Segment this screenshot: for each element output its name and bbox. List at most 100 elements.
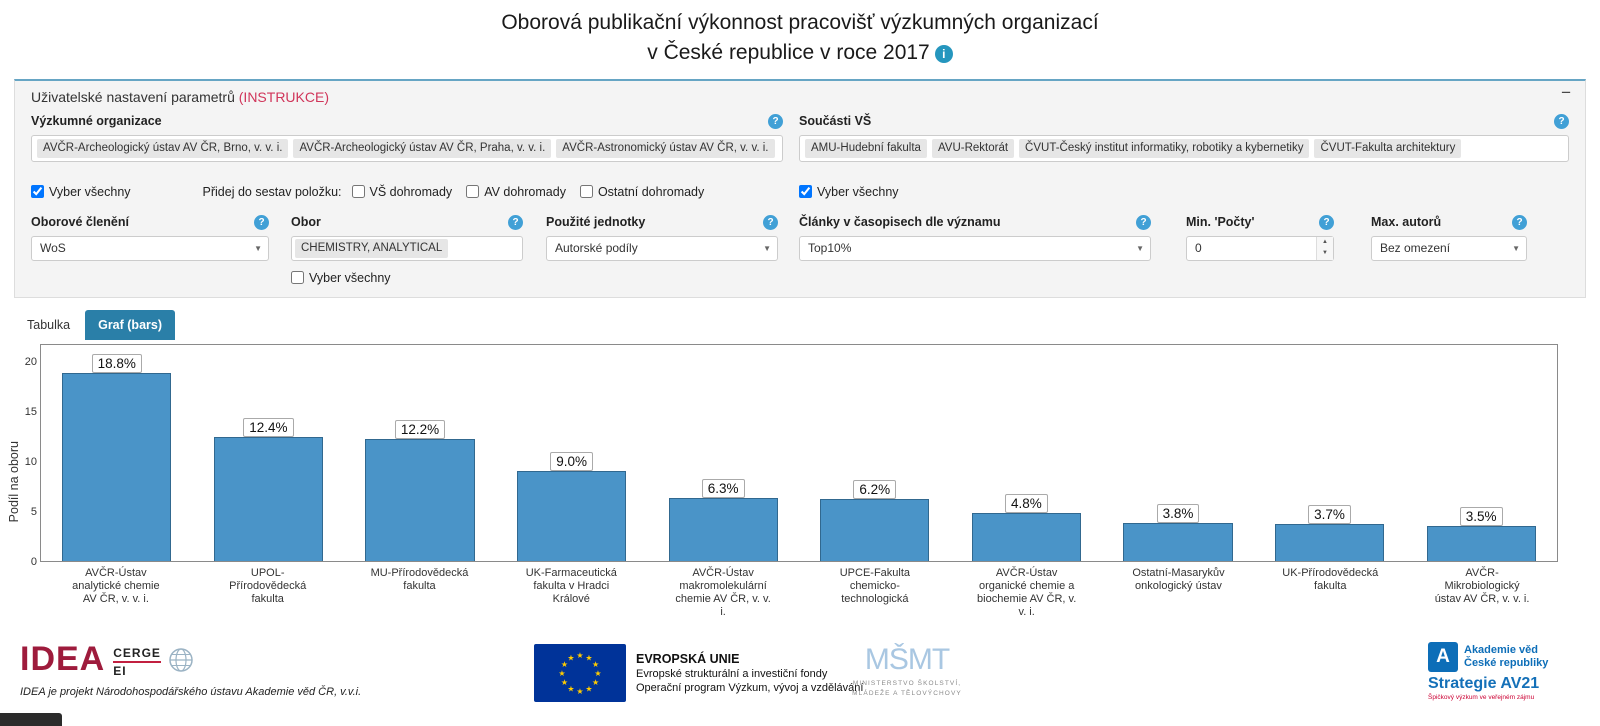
help-icon[interactable]: ? [1319,214,1334,230]
max-authors-dropdown[interactable]: Bez omezení ▼ [1371,235,1527,261]
max-authors-label: Max. autorů [1371,215,1442,230]
bar-value-label: 3.7% [1308,504,1351,524]
bar[interactable] [1426,525,1536,561]
help-icon[interactable]: ? [763,214,778,230]
tab-tabulka[interactable]: Tabulka [27,317,71,332]
bar-value-label: 18.8% [91,353,142,373]
help-icon[interactable]: ? [508,214,523,230]
bar-chart: Podíl na oboru 0 5 10 15 20 18.8% 12.4% 12.2% 9… [6,343,1558,619]
min-counts-label: Min. 'Počty' [1186,215,1255,230]
min-counts-input[interactable] [1187,236,1333,260]
logo-divider [113,661,162,663]
bar[interactable] [820,498,930,561]
selected-tag[interactable]: ČVUT-Český institut informatiky, robotik… [1019,138,1310,158]
av-together-input[interactable] [466,185,480,199]
svg-text:★: ★ [576,687,583,696]
bar[interactable] [971,512,1081,561]
bar-slot: 6.3% [647,345,799,561]
journal-articles-dropdown[interactable]: Top10% ▼ [799,235,1151,261]
bar-slot: 3.8% [1102,345,1254,561]
x-labels-row: AVČR-Ústav analytické chemie AV ČR, v. v… [40,567,1558,619]
select-all-orgs-checkbox[interactable]: Vyber všechny [31,185,131,199]
settings-panel: Uživatelské nastavení parametrů (INSTRUK… [14,78,1586,298]
page-title-line1: Oborová publikační výkonnost pracovišť v… [501,11,1099,34]
svg-text:★: ★ [561,660,568,669]
instructions-link[interactable]: (INSTRUKCE) [238,88,329,105]
y-tick-label: 15 [24,405,37,418]
page-title-line2: v České republice v roce 2017 i [0,38,1600,68]
units-label: Použité jednotky [546,215,646,230]
x-axis-label: AVČR-Ústav makromolekulární chemie AV ČR… [675,566,771,618]
step-down-icon[interactable]: ▼ [1317,248,1333,260]
vs-together-checkbox[interactable]: VŠ dohromady [351,185,452,199]
bar-slot: 3.7% [1254,345,1406,561]
info-icon[interactable]: i [934,44,953,63]
vs-parts-multiselect[interactable]: AMU-Hudební fakulta AVU-Rektorát ČVUT-Če… [799,134,1569,162]
collapse-panel-button[interactable]: − [1561,82,1571,102]
selected-tag[interactable]: AVČR-Archeologický ústav AV ČR, Brno, v.… [37,138,289,158]
bar[interactable] [1274,523,1385,561]
bar[interactable] [668,497,778,561]
chevron-down-icon: ▼ [1136,243,1144,253]
ostatni-together-checkbox[interactable]: Ostatní dohromady [579,185,704,199]
av21-logo: A Akademie věd České republiky Strategie… [1428,642,1570,701]
help-icon[interactable]: ? [1512,214,1527,230]
idea-cerge-ei-logo: IDEA CERGE EI [20,640,195,678]
selected-tag[interactable]: ČVUT-Fakulta architektury [1314,138,1462,158]
svg-text:★: ★ [585,685,592,694]
svg-text:★: ★ [592,678,599,687]
chevron-down-icon: ▼ [1512,243,1520,253]
step-up-icon[interactable]: ▲ [1317,236,1333,249]
ei-wordmark: EI [113,664,127,678]
help-icon[interactable]: ? [1554,113,1569,129]
selected-tag[interactable]: CHEMISTRY, ANALYTICAL [295,238,449,258]
field-classification-dropdown[interactable]: WoS ▼ [31,235,269,261]
select-all-fields-input[interactable] [291,271,304,285]
footer: IDEA CERGE EI IDEA je projekt Národohosp… [0,642,1600,720]
bar[interactable] [1123,522,1233,561]
idea-wordmark: IDEA [20,640,106,678]
bar[interactable] [517,470,627,561]
checkbox-row-left: Vyber všechny Přidej do sestav položku: … [31,183,783,201]
help-icon[interactable]: ? [1136,214,1151,230]
svg-text:★: ★ [567,685,574,694]
bar-slot: 18.8% [41,345,193,561]
avcr-line1: Akademie věd [1464,644,1538,657]
bar[interactable] [365,438,475,561]
tab-graf-bars[interactable]: Graf (bars) [85,309,175,340]
eu-flag-icon: ★ ★ ★ ★ ★ ★ ★ ★ ★ ★ ★ ★ [534,644,626,702]
av21-tagline: Špičkový výzkum ve veřejném zájmu [1428,694,1535,701]
min-counts-stepper[interactable]: ▲▼ [1186,235,1334,261]
av-together-checkbox[interactable]: AV dohromady [466,185,566,199]
eu-funding-logo: ★ ★ ★ ★ ★ ★ ★ ★ ★ ★ ★ ★ EVROPSKÁ UNIE Ev… [534,644,863,702]
svg-text:★: ★ [576,651,583,660]
selected-tag[interactable]: AMU-Hudební fakulta [805,138,927,158]
field-multiselect[interactable]: CHEMISTRY, ANALYTICAL [291,235,523,261]
selected-tag[interactable]: AVU-Rektorát [931,138,1015,158]
bar[interactable] [213,436,323,561]
x-axis-label: AVČR-Ústav analytické chemie AV ČR, v. v… [72,566,160,605]
panel-header: Uživatelské nastavení parametrů (INSTRUK… [31,88,329,105]
selected-tag[interactable]: AVČR-Astronomický ústav AV ČR, v. v. i. [556,138,775,158]
bar-value-label: 4.8% [1004,493,1048,513]
ostatni-together-input[interactable] [579,185,593,199]
vs-together-input[interactable] [351,185,365,199]
select-all-orgs-input[interactable] [31,185,44,199]
units-dropdown[interactable]: Autorské podíly ▼ [546,235,778,261]
stepper-arrows[interactable]: ▲ ▼ [1316,236,1333,260]
msmt-line1: MINISTERSTVO ŠKOLSTVÍ, [852,680,962,687]
select-all-fields-checkbox[interactable]: Vyber všechny [291,271,1569,285]
bar-slot: 4.8% [951,345,1103,561]
vs-parts-label: Součásti VŠ [799,114,872,129]
bar[interactable] [62,372,172,561]
select-all-vs-input[interactable] [799,185,812,199]
bar-slot: 9.0% [496,345,648,561]
x-axis-label: UPCE-Fakulta chemicko-technologická [839,566,911,605]
help-icon[interactable]: ? [768,113,783,129]
select-all-vs-checkbox[interactable]: Vyber všechny [799,185,899,199]
bottom-left-artifact [0,713,62,726]
selected-tag[interactable]: AVČR-Archeologický ústav AV ČR, Praha, v… [293,138,552,158]
research-orgs-column: Výzkumné organizace ? AVČR-Archeologický… [31,113,783,162]
help-icon[interactable]: ? [254,214,269,230]
research-orgs-multiselect[interactable]: AVČR-Archeologický ústav AV ČR, Brno, v.… [31,134,783,162]
